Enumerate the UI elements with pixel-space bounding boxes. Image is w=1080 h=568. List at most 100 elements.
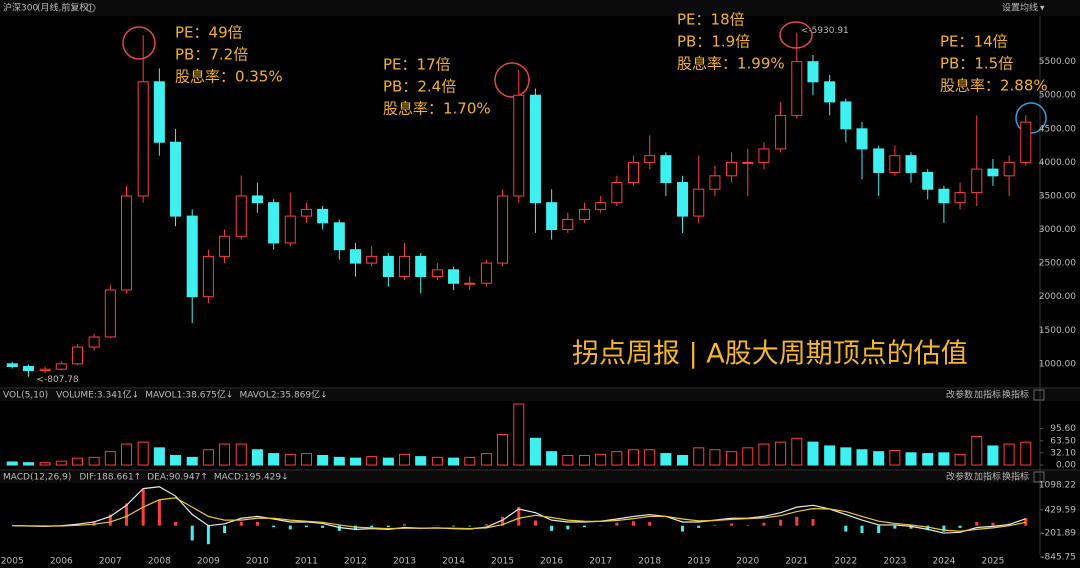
y-tick-label: 3500.00 [1039, 191, 1076, 201]
settings-icon[interactable] [86, 3, 96, 13]
y-tick-label: 0.00 [1056, 461, 1076, 471]
candle-body [775, 114, 787, 150]
y-tick-label: 3000.00 [1039, 225, 1076, 235]
candle-body [807, 61, 819, 83]
volume-bar [464, 456, 476, 466]
valuation-annotation: PE：14倍 [940, 33, 1008, 51]
x-tick-label: 2015 [491, 557, 514, 567]
macd-line [12, 497, 1026, 532]
candle-body [742, 161, 754, 164]
extreme-label: <-807.78 [36, 375, 79, 385]
candle-body [840, 101, 852, 130]
x-tick-label: 2008 [148, 557, 171, 567]
x-tick-label: 2019 [687, 557, 710, 567]
volume-bar [709, 449, 721, 466]
volume-bar [333, 456, 345, 466]
volume-bar [399, 453, 411, 466]
x-tick-label: 2018 [638, 557, 661, 567]
close-button[interactable] [1033, 471, 1045, 483]
candle-body [104, 289, 116, 338]
macd-bar [484, 524, 488, 526]
candle-body [578, 208, 590, 220]
macd-bar [877, 525, 881, 534]
candle-body [824, 81, 836, 103]
volume-bar [137, 441, 149, 466]
macd-line [12, 486, 1026, 534]
macd-bar [288, 525, 292, 530]
volume-bar [349, 457, 362, 466]
valuation-annotation: PB：7.2倍 [175, 46, 248, 64]
candle-body [660, 155, 672, 184]
volume-bar [448, 457, 460, 466]
volume-bar [726, 451, 738, 466]
y-tick-label: 1000.00 [1039, 359, 1076, 369]
macd-bar [893, 525, 897, 529]
candle-body [137, 81, 149, 197]
macd-bar [353, 525, 357, 531]
x-tick-label: 2012 [344, 557, 367, 567]
volume-bar [595, 453, 607, 466]
volume-bar [104, 451, 116, 466]
highlight-circle [122, 26, 156, 60]
candle-body [235, 195, 247, 237]
volume-bar [529, 437, 541, 466]
volume-bar [546, 451, 558, 466]
volume-bar [938, 452, 950, 466]
indicator-readout: MAVOL2:35.869亿↓ [239, 389, 327, 401]
candle-body [987, 168, 999, 177]
candle-body [709, 175, 721, 190]
x-tick-label: 2024 [932, 557, 955, 567]
macd-bar [926, 525, 930, 531]
macd-bar [92, 521, 96, 526]
macd-bar [991, 522, 995, 526]
macd-bar [370, 525, 374, 528]
volume-bar [186, 456, 198, 466]
y-tick-label: 4500.00 [1039, 124, 1076, 134]
candle-body [693, 188, 705, 217]
ma-settings-button[interactable]: 设置均线 [1002, 2, 1038, 14]
indicator-readout: MACD:195.429↓ [214, 473, 289, 483]
macd-bar [681, 525, 685, 532]
candle-body [153, 81, 165, 143]
x-tick-label: 2011 [295, 557, 318, 567]
x-tick-label: 2013 [393, 557, 416, 567]
volume-bar [856, 449, 868, 466]
valuation-annotation: 股息率：0.35% [175, 68, 283, 86]
x-tick-label: 2006 [50, 557, 73, 567]
extreme-label: <-5930.91 [801, 26, 849, 36]
volume-bar [71, 457, 83, 466]
volume-bar [627, 449, 640, 466]
highlight-circle [494, 62, 530, 98]
chart-title: 沪深300 [3, 2, 38, 14]
macd-header [0, 471, 1080, 483]
valuation-annotation: PB：1.9倍 [677, 33, 750, 51]
candle-body [791, 61, 803, 116]
chart-subtitle: (月线,前复权) [37, 2, 92, 14]
y-tick-label: 95.60 [1050, 424, 1076, 434]
macd-bar [550, 525, 554, 531]
candle-body [202, 255, 214, 298]
candle-body [856, 128, 868, 150]
headline: 拐点周报 | A股大周期顶点的估值 [572, 339, 968, 370]
valuation-annotation: PB：2.4倍 [383, 78, 456, 96]
volume-bar [954, 453, 966, 466]
close-button[interactable] [1033, 389, 1045, 401]
candle-body [905, 155, 917, 173]
x-tick-label: 2005 [1, 557, 24, 567]
volume-bar [382, 457, 394, 466]
volume-bar [889, 450, 901, 466]
valuation-annotation: PE：18倍 [677, 11, 745, 29]
candle-body [300, 208, 312, 217]
candle-body [71, 346, 83, 365]
macd-bar [779, 519, 783, 526]
y-tick-label: 2000.00 [1039, 292, 1076, 302]
volume-bar [219, 443, 231, 466]
candle-body [1003, 161, 1015, 177]
candle-body [938, 188, 950, 204]
candle-body [595, 202, 607, 210]
vol-header [0, 389, 1080, 401]
volume-bar [513, 403, 525, 466]
macd-bar [615, 522, 619, 526]
macd-bar [746, 524, 750, 526]
macd-bar [501, 516, 505, 526]
